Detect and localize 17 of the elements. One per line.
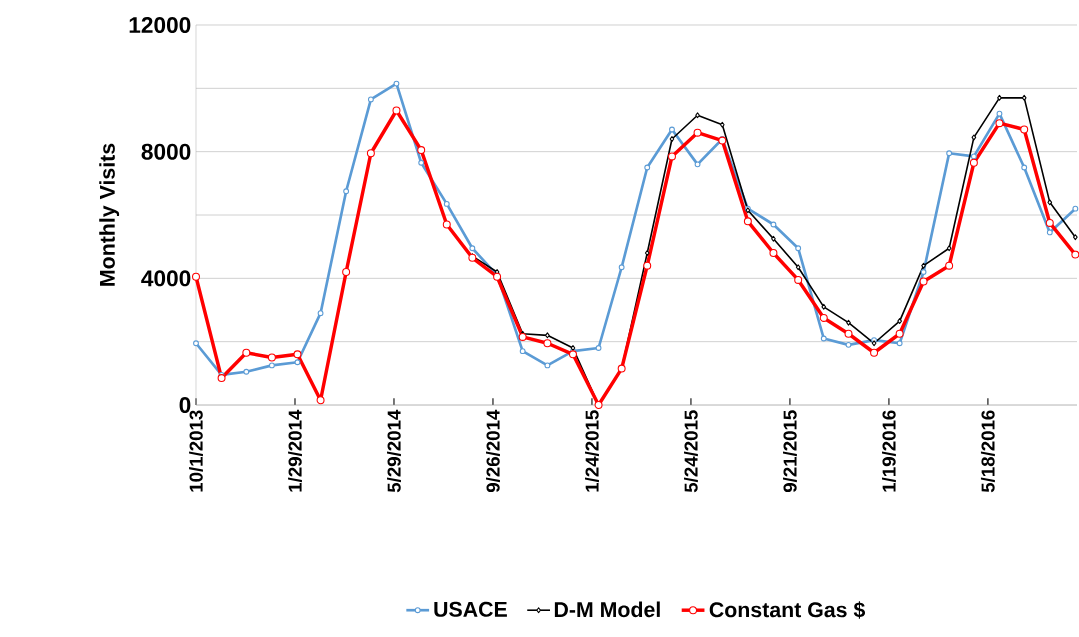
y-tick-label: 8000 [141, 143, 191, 160]
x-tick-label: 5/18/2016 [980, 410, 995, 493]
y-axis-title: Monthly Visits [99, 143, 120, 286]
x-tick-label: 9/21/2015 [782, 410, 797, 493]
x-tick-label: 9/26/2014 [486, 409, 500, 493]
x-tick-label: 5/29/2014 [387, 409, 401, 493]
legend-label: USACE [434, 601, 507, 617]
x-tick-label: 1/24/2015 [585, 410, 599, 492]
x-tick-label: 5/24/2015 [683, 410, 698, 493]
y-tick-label: 0 [179, 396, 191, 414]
legend-label: D-M Model [554, 601, 660, 618]
x-tick-label: 1/19/2016 [881, 410, 896, 492]
y-tick-label: 12000 [129, 16, 191, 34]
x-tick-label: 1/29/2014 [288, 409, 302, 492]
x-tick-label: 10/1/2013 [189, 410, 203, 492]
legend-label: Constant Gas $ [709, 601, 866, 619]
y-tick-label: 4000 [141, 270, 191, 287]
